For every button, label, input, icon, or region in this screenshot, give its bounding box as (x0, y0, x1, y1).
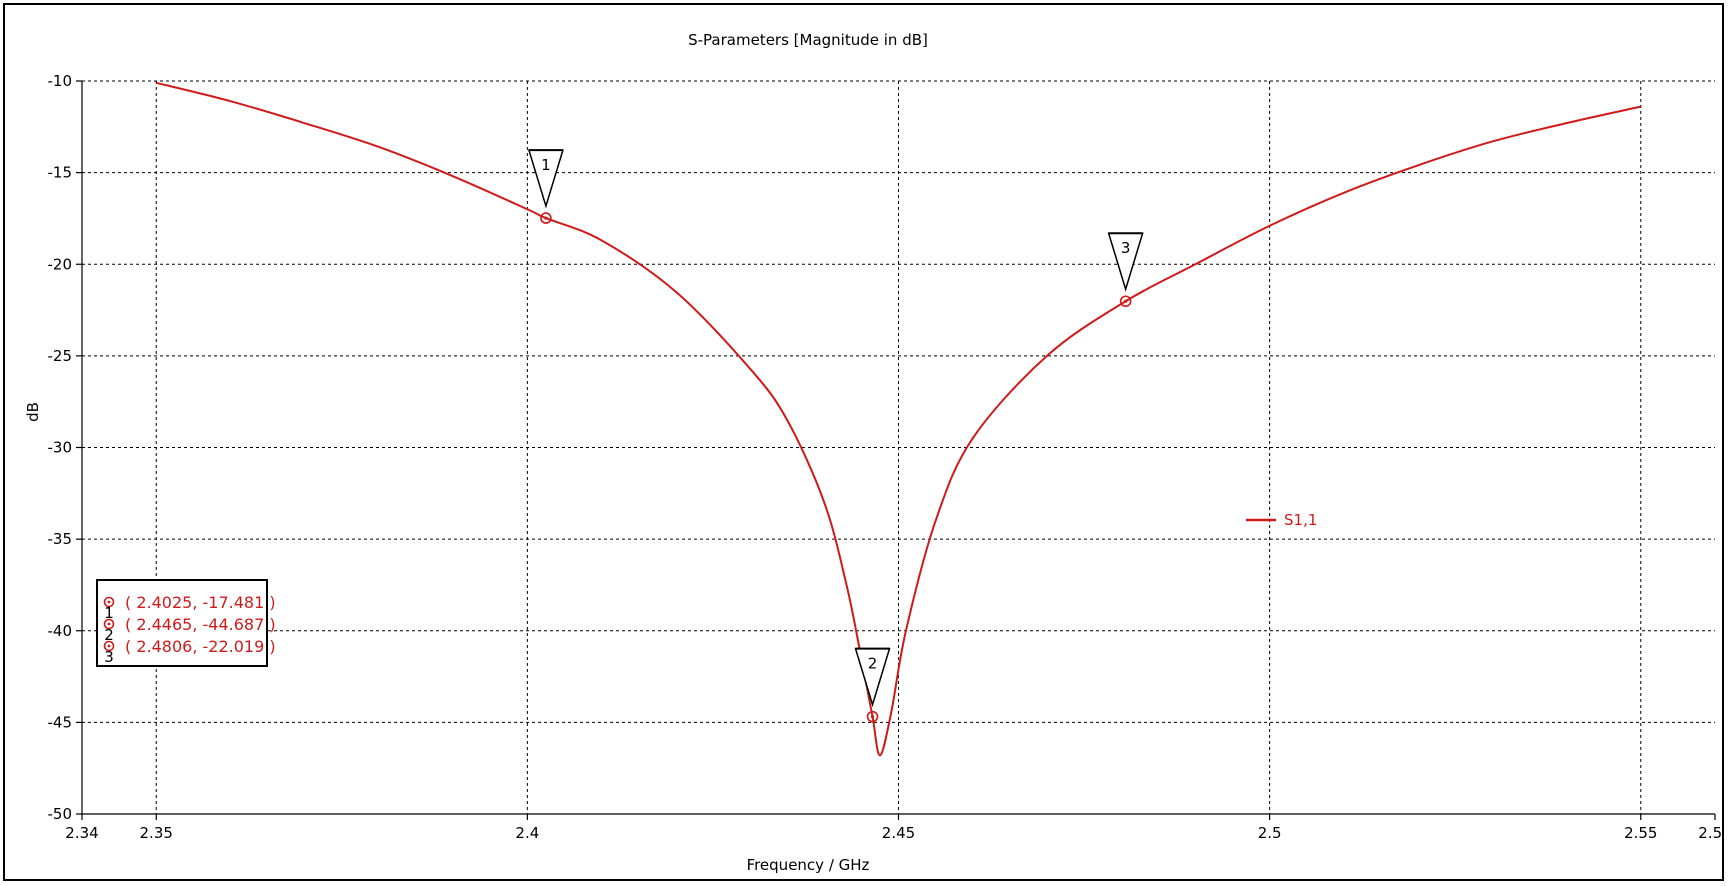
legend-label-s11: S1,1 (1284, 511, 1317, 529)
chart-title: S-Parameters [Magnitude in dB] (688, 31, 928, 49)
marker-point-center-1 (544, 216, 548, 220)
y-tick-label--35: -35 (48, 530, 73, 548)
marker-flag-label-1: 1 (541, 156, 551, 174)
marker-point-1 (540, 212, 552, 224)
y-tick-label--30: -30 (48, 439, 73, 457)
x-tick-label-2.55: 2.55 (1624, 824, 1657, 842)
marker-readout-value-2: ( 2.4465, -44.687 ) (125, 615, 276, 634)
x-tick-label-2.4: 2.4 (515, 824, 539, 842)
marker-readout-number-1: 1 (104, 604, 114, 622)
marker-flag-label-3: 3 (1121, 239, 1131, 257)
marker-readout-number-2: 2 (104, 626, 114, 644)
marker-readout-icon-2 (103, 618, 115, 630)
marker-3: 3 (1107, 232, 1144, 308)
marker-2: 2 (854, 647, 891, 723)
marker-flag-label-2: 2 (868, 655, 878, 673)
marker-readout-icon-center-2 (107, 622, 111, 626)
marker-readout-icon-center-3 (107, 644, 111, 648)
marker-point-3 (1119, 295, 1132, 308)
marker-readout-number-3: 3 (104, 648, 114, 666)
marker-point-center-3 (1124, 299, 1128, 303)
x-tick-label-2.45: 2.45 (882, 824, 915, 842)
y-axis-label: dB (24, 402, 42, 422)
s-parameter-chart: S-Parameters [Magnitude in dB] Frequency… (24, 31, 1730, 874)
y-tick-label--50: -50 (48, 805, 73, 823)
marker-readout-value-3: ( 2.4806, -22.019 ) (125, 637, 276, 656)
marker-readout-icon-center-1 (107, 600, 111, 604)
x-tick-label-2.5: 2.5 (1258, 824, 1282, 842)
y-tick-label--45: -45 (48, 713, 73, 731)
x-tick-label-2.34: 2.34 (65, 824, 98, 842)
y-tick-label--15: -15 (48, 164, 73, 182)
marker-point-2 (866, 710, 879, 723)
marker-point-center-2 (870, 715, 875, 719)
series-line-s11 (155, 81, 1641, 757)
marker-1: 1 (527, 149, 564, 224)
y-tick-label--10: -10 (48, 72, 73, 90)
marker-readout-icon-3 (103, 640, 115, 652)
y-tick-label--20: -20 (48, 255, 73, 273)
marker-readout-icon-1 (103, 596, 115, 608)
y-tick-label--40: -40 (48, 622, 73, 640)
x-tick-label-2.35: 2.35 (140, 824, 173, 842)
marker-readout-box (96, 579, 268, 667)
chart-window: S-Parameters [Magnitude in dB] Frequency… (3, 3, 1730, 881)
x-axis-label: Frequency / GHz (747, 856, 870, 874)
marker-readout-value-1: ( 2.4025, -17.481 ) (125, 593, 276, 612)
y-tick-label--25: -25 (48, 347, 73, 365)
x-tick-label-2.56: 2.56 (1698, 824, 1722, 842)
